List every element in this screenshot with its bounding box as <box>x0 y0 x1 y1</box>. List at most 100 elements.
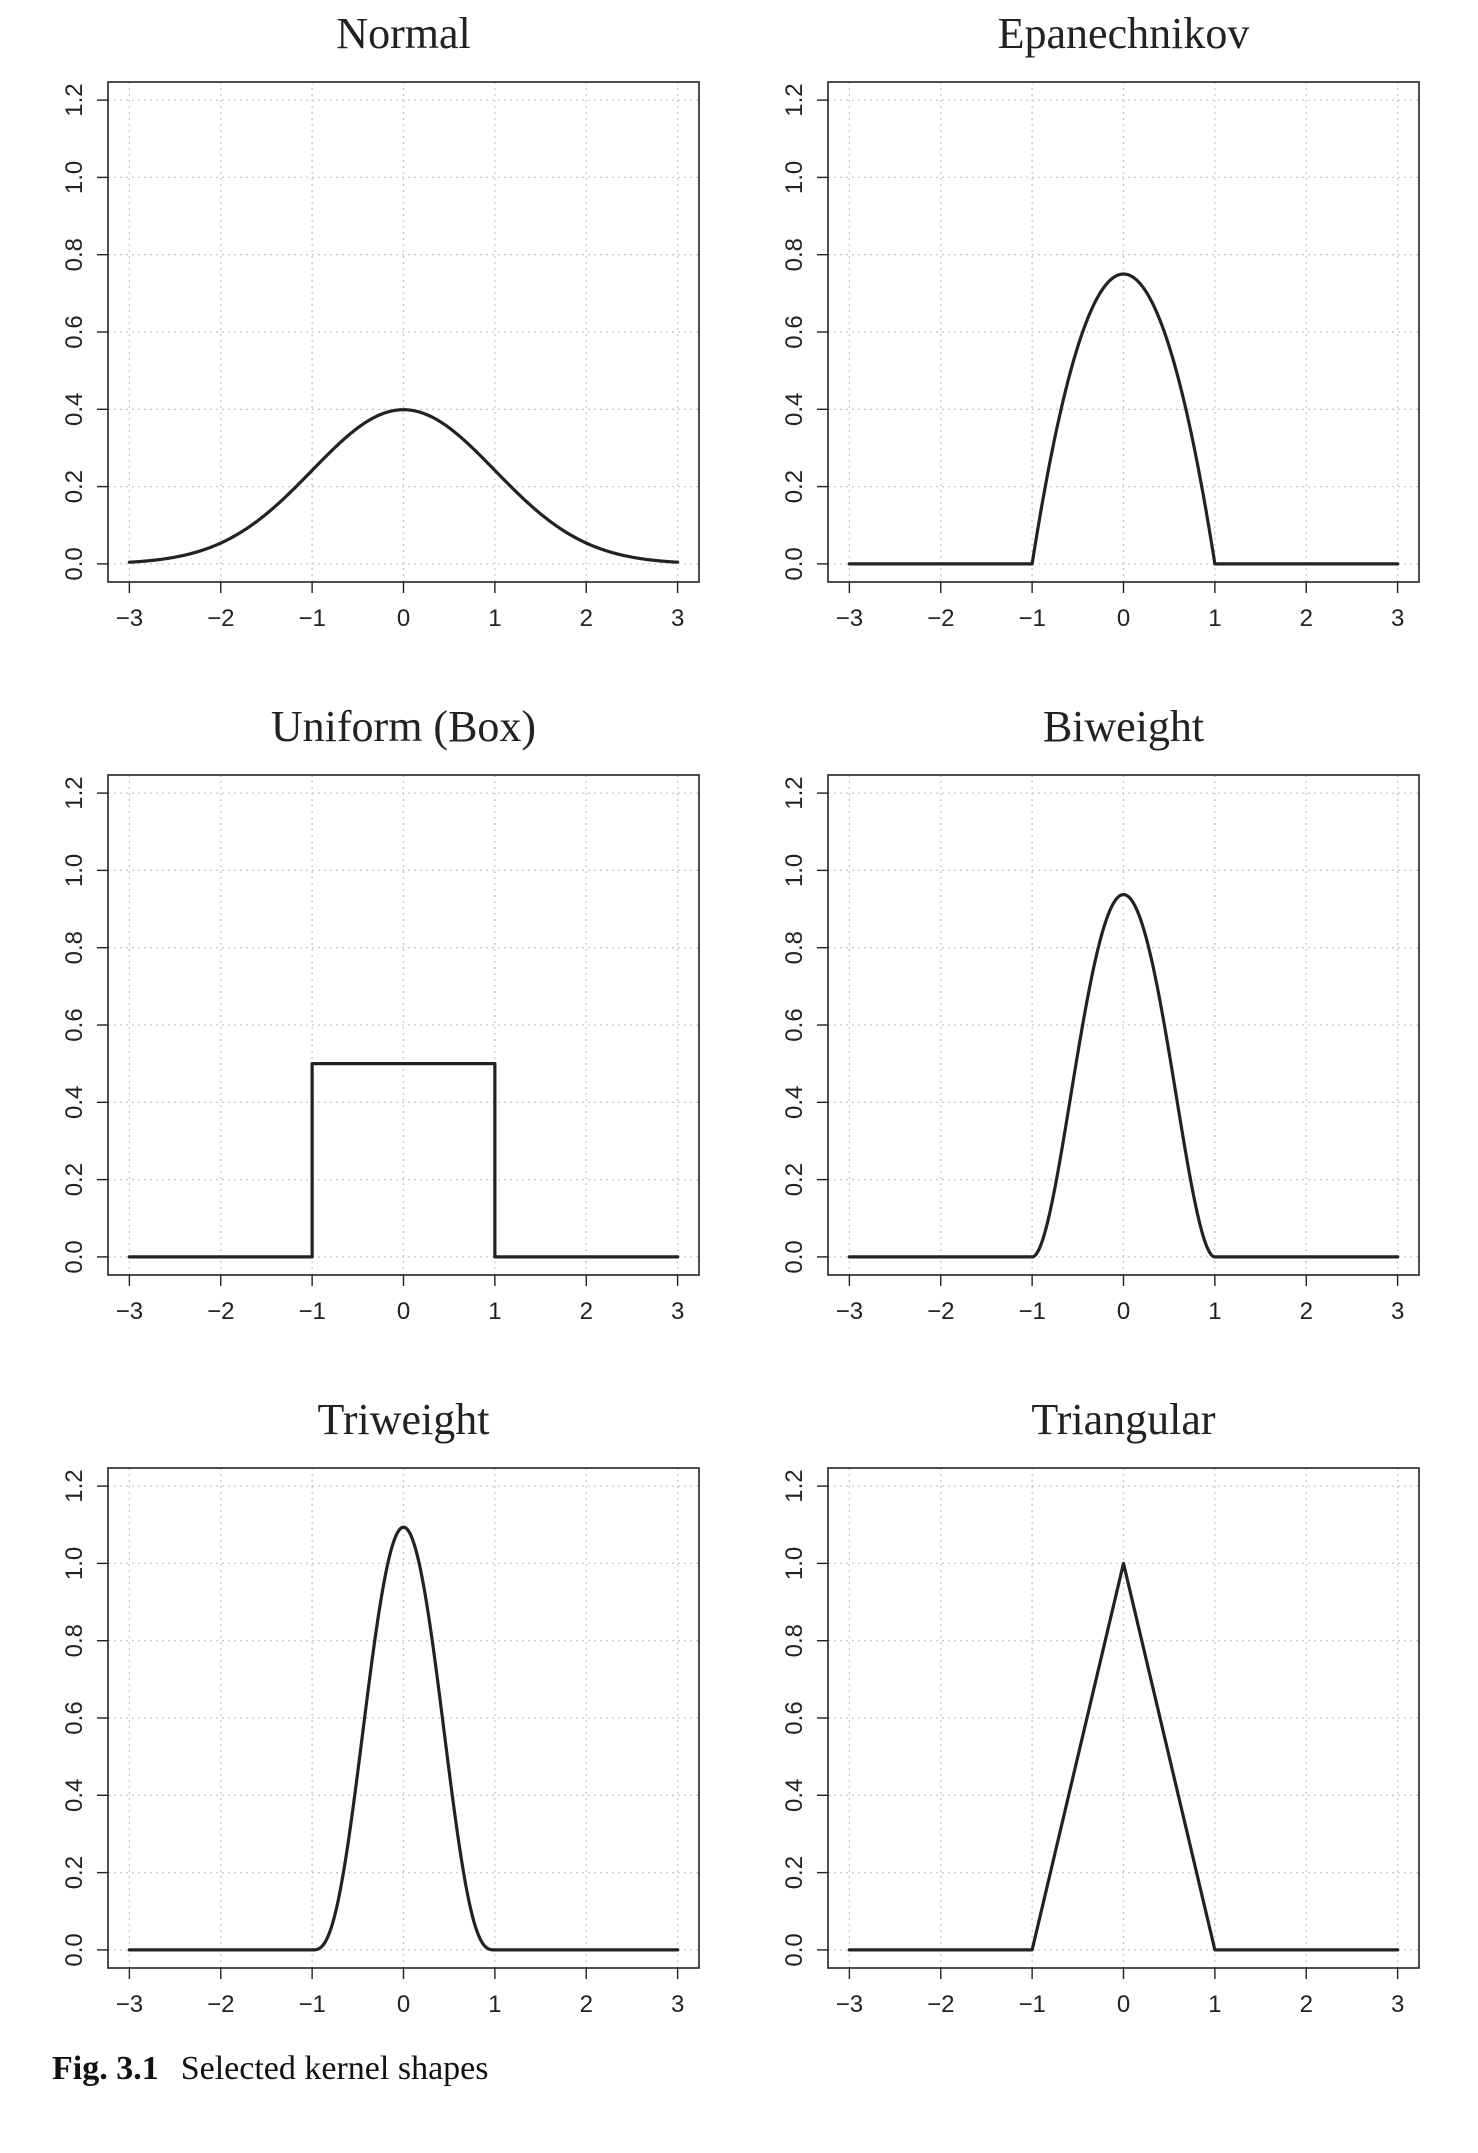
y-tick-label: 0.0 <box>781 1240 808 1273</box>
x-tick-label: −2 <box>207 605 234 632</box>
y-tick-label: 0.2 <box>61 1856 88 1889</box>
x-tick-label: 2 <box>580 1298 593 1325</box>
chart-panel-epanechnikov: Epanechnikov −3 −2 −1 0 1 2 3 0.0 0.2 0.4 0.6 0.8 1.0… <box>781 9 1420 632</box>
x-tick-label: 3 <box>671 1298 684 1325</box>
kernel-curve-epanechnikov <box>847 272 1400 566</box>
x-tick-label: −1 <box>1018 605 1045 632</box>
x-tick-label: −3 <box>836 605 863 632</box>
x-tick-label: 0 <box>1117 1298 1130 1325</box>
y-tick-label: 1.2 <box>61 83 88 116</box>
x-tick-label: −1 <box>298 1298 325 1325</box>
x-tick-label: 0 <box>1117 1991 1130 2018</box>
y-tick-label: 1.0 <box>781 1547 808 1580</box>
x-tick-label: 3 <box>1391 605 1404 632</box>
y-tick-label: 1.2 <box>781 776 808 809</box>
x-tick-label: 0 <box>397 1991 410 2018</box>
y-tick-label: 1.0 <box>61 854 88 887</box>
y-tick-label: 0.8 <box>61 238 88 271</box>
kernel-curve-triangular <box>847 1561 1400 1952</box>
y-tick-label: 0.0 <box>61 1933 88 1966</box>
x-tick-label: −2 <box>207 1991 234 2018</box>
x-tick-label: −2 <box>927 605 954 632</box>
y-tick-label: 0.2 <box>61 1163 88 1196</box>
x-tick-label: 2 <box>1300 1991 1313 2018</box>
y-tick-label: 0.8 <box>781 931 808 964</box>
x-tick-label: 1 <box>1208 605 1221 632</box>
y-tick-label: 0.4 <box>61 393 88 426</box>
y-tick-label: 0.2 <box>781 1163 808 1196</box>
y-tick-label: 0.8 <box>61 1624 88 1657</box>
y-tick-label: 0.6 <box>61 1701 88 1734</box>
chart-panel-normal: Normal −3 −2 −1 0 1 2 3 0.0 0.2 0.4 0.6 0.8 1.0 1.2 <box>61 9 700 632</box>
y-tick-label: 0.0 <box>781 547 808 580</box>
x-tick-label: 2 <box>1300 605 1313 632</box>
x-tick-label: 3 <box>671 605 684 632</box>
x-tick-label: 0 <box>397 1298 410 1325</box>
figure-caption: Fig. 3.1 Selected kernel shapes <box>52 2050 488 2088</box>
y-tick-label: 0.6 <box>781 315 808 348</box>
y-tick-label: 1.0 <box>61 161 88 194</box>
y-tick-label: 0.4 <box>61 1779 88 1812</box>
x-tick-label: 2 <box>1300 1298 1313 1325</box>
figure-caption-label: Fig. 3.1 <box>52 2050 159 2087</box>
chart-panel-triweight: Triweight −3 −2 −1 0 1 2 3 0.0 0.2 0.4 0.6 0.8 1.0 1.2 <box>61 1395 700 2018</box>
chart-title: Epanechnikov <box>998 9 1250 58</box>
y-tick-label: 1.2 <box>781 83 808 116</box>
x-tick-label: −3 <box>116 1991 143 2018</box>
y-tick-label: 1.2 <box>61 776 88 809</box>
y-tick-label: 0.6 <box>61 315 88 348</box>
y-tick-label: 1.0 <box>61 1547 88 1580</box>
y-tick-label: 0.8 <box>781 238 808 271</box>
chart-title: Normal <box>336 9 470 58</box>
x-tick-label: −3 <box>836 1991 863 2018</box>
x-tick-label: 1 <box>1208 1298 1221 1325</box>
x-tick-label: −1 <box>1018 1298 1045 1325</box>
x-tick-label: 0 <box>1117 605 1130 632</box>
kernel-curve-normal <box>127 408 680 564</box>
y-tick-label: 0.4 <box>781 1086 808 1119</box>
y-tick-label: 0.6 <box>781 1701 808 1734</box>
y-tick-label: 0.6 <box>61 1008 88 1041</box>
x-tick-label: 3 <box>1391 1991 1404 2018</box>
x-tick-label: −1 <box>298 1991 325 2018</box>
x-tick-label: 0 <box>397 605 410 632</box>
x-tick-label: 1 <box>488 1298 501 1325</box>
y-tick-label: 1.0 <box>781 161 808 194</box>
x-tick-label: 3 <box>671 1991 684 2018</box>
x-tick-label: −2 <box>207 1298 234 1325</box>
y-tick-label: 0.2 <box>61 470 88 503</box>
chart-panel-biweight: Biweight −3 −2 −1 0 1 2 3 0.0 0.2 0.4 0.6 0.8 1.0 1.2 <box>781 702 1420 1325</box>
y-tick-label: 0.2 <box>781 470 808 503</box>
y-tick-label: 0.4 <box>781 393 808 426</box>
y-tick-label: 0.2 <box>781 1856 808 1889</box>
chart-panel-triangular: Triangular −3 −2 −1 0 1 2 3 0.0 0.2 0.4 0.6 0.8 1.0 1.… <box>781 1395 1420 2018</box>
x-tick-label: −3 <box>836 1298 863 1325</box>
y-tick-label: 1.0 <box>781 854 808 887</box>
chart-title: Triangular <box>1031 1395 1215 1444</box>
kernel-curve-triweight <box>127 1525 680 1952</box>
chart-title: Biweight <box>1043 702 1204 751</box>
x-tick-label: −2 <box>927 1991 954 2018</box>
x-tick-label: 1 <box>1208 1991 1221 2018</box>
chart-title: Uniform (Box) <box>271 702 536 751</box>
x-tick-label: −2 <box>927 1298 954 1325</box>
x-tick-label: 2 <box>580 1991 593 2018</box>
y-tick-label: 0.4 <box>781 1779 808 1812</box>
y-tick-label: 1.2 <box>61 1469 88 1502</box>
chart-panel-uniform: Uniform (Box) −3 −2 −1 0 1 2 3 0.0 0.2 0.4 0.6 0.8 1.… <box>61 702 700 1325</box>
kernel-curve-uniform <box>127 1062 680 1259</box>
x-tick-label: −1 <box>298 605 325 632</box>
y-tick-label: 0.0 <box>61 1240 88 1273</box>
y-tick-label: 0.0 <box>61 547 88 580</box>
chart-title: Triweight <box>318 1395 490 1444</box>
y-tick-label: 0.6 <box>781 1008 808 1041</box>
y-tick-label: 0.0 <box>781 1933 808 1966</box>
x-tick-label: 1 <box>488 605 501 632</box>
x-tick-label: 2 <box>580 605 593 632</box>
y-tick-label: 0.8 <box>781 1624 808 1657</box>
x-tick-label: −3 <box>116 605 143 632</box>
kernel-curve-biweight <box>847 892 1400 1259</box>
y-tick-label: 0.4 <box>61 1086 88 1119</box>
x-tick-label: 3 <box>1391 1298 1404 1325</box>
